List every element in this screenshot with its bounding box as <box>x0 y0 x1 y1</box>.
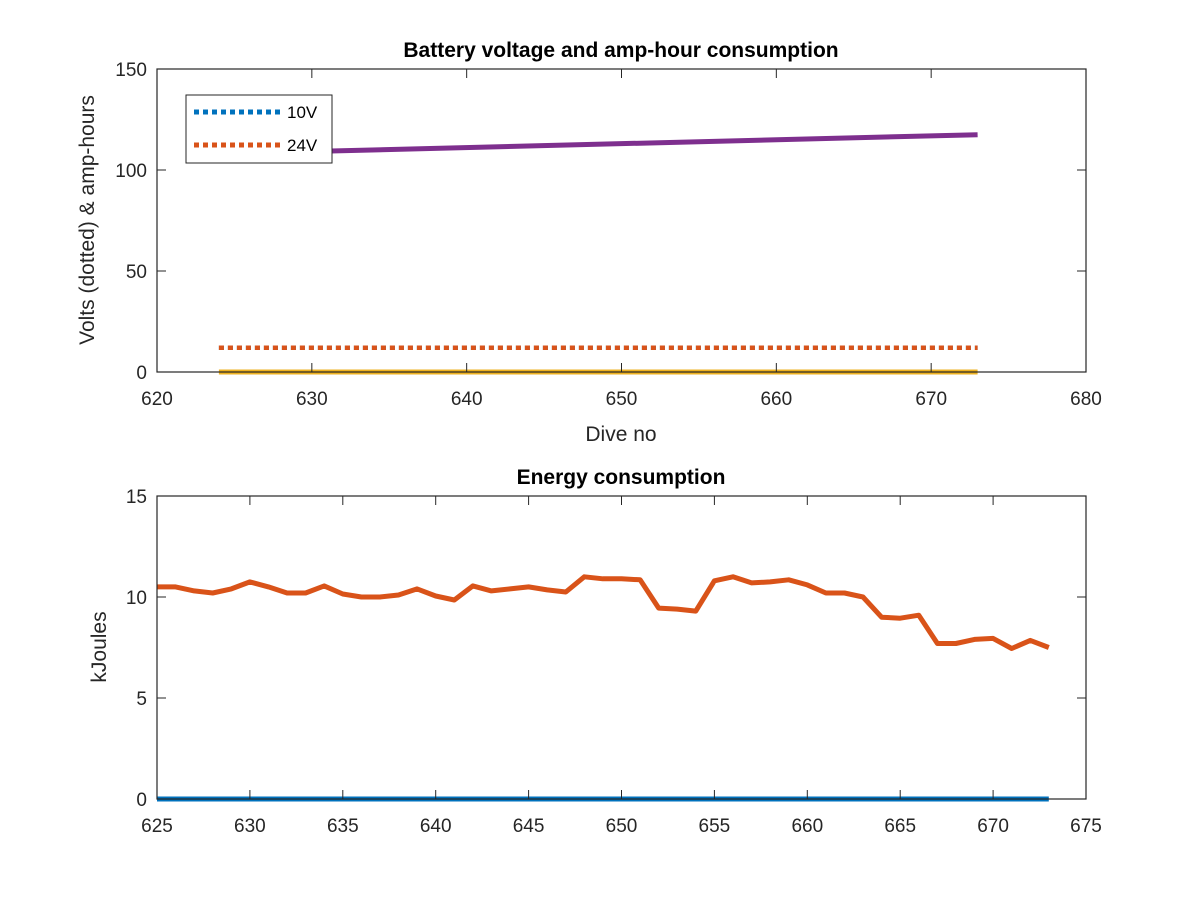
x-tick-label: 660 <box>760 389 792 410</box>
x-tick-label: 665 <box>884 816 916 837</box>
x-tick-label: 640 <box>451 389 483 410</box>
y-tick-label: 150 <box>115 60 147 81</box>
x-axis-label: Dive no <box>585 423 656 446</box>
x-tick-label: 635 <box>327 816 359 837</box>
x-tick-label: 630 <box>234 816 266 837</box>
ticks: 625 630 635 640 645 650 655 660 665 670 675 0 5 10 15 <box>126 487 1102 837</box>
ticks: 620 630 640 650 660 670 680 0 50 100 150 <box>115 60 1102 410</box>
x-tick-label: 630 <box>296 389 328 410</box>
x-tick-label: 645 <box>513 816 545 837</box>
y-tick-label: 15 <box>126 487 147 508</box>
x-tick-label: 680 <box>1070 389 1102 410</box>
chart-title: Energy consumption <box>517 466 726 489</box>
legend-entry-10v: 10V <box>194 103 318 122</box>
plot-background <box>157 496 1086 799</box>
chart-title: Battery voltage and amp-hour consumption <box>403 39 838 62</box>
plot-area: 625 630 635 640 645 650 655 660 665 670 675 0 5 10 15 <box>126 487 1102 837</box>
x-tick-label: 675 <box>1070 816 1102 837</box>
y-tick-label: 0 <box>136 790 147 811</box>
y-tick-label: 5 <box>136 689 147 710</box>
y-tick-label: 10 <box>126 588 147 609</box>
x-tick-label: 650 <box>606 389 638 410</box>
x-tick-label: 620 <box>141 389 173 410</box>
y-tick-label: 0 <box>136 363 147 384</box>
x-tick-label: 625 <box>141 816 173 837</box>
legend-label-24v: 24V <box>287 136 318 155</box>
x-tick-label: 650 <box>606 816 638 837</box>
y-axis-label: kJoules <box>88 611 111 682</box>
legend-entry-24v: 24V <box>194 136 318 155</box>
x-tick-label: 670 <box>977 816 1009 837</box>
voltage-amphour-chart: Battery voltage and amp-hour consumption… <box>76 39 1102 446</box>
series-line-trace-3 <box>218 132 978 157</box>
x-tick-label: 655 <box>699 816 731 837</box>
y-axis-label: Volts (dotted) & amp-hours <box>76 95 99 345</box>
series-line-trace-1 <box>157 574 1050 651</box>
x-tick-label: 670 <box>915 389 947 410</box>
x-tick-label: 640 <box>420 816 452 837</box>
legend-label-10v: 10V <box>287 103 318 122</box>
x-tick-label: 660 <box>791 816 823 837</box>
y-tick-label: 100 <box>115 161 147 182</box>
energy-consumption-chart: Energy consumption 625 630 635 640 645 650 655… <box>88 466 1102 837</box>
legend-box <box>185 94 333 164</box>
legend: 10V 24V <box>185 94 333 164</box>
y-tick-label: 50 <box>126 262 147 283</box>
